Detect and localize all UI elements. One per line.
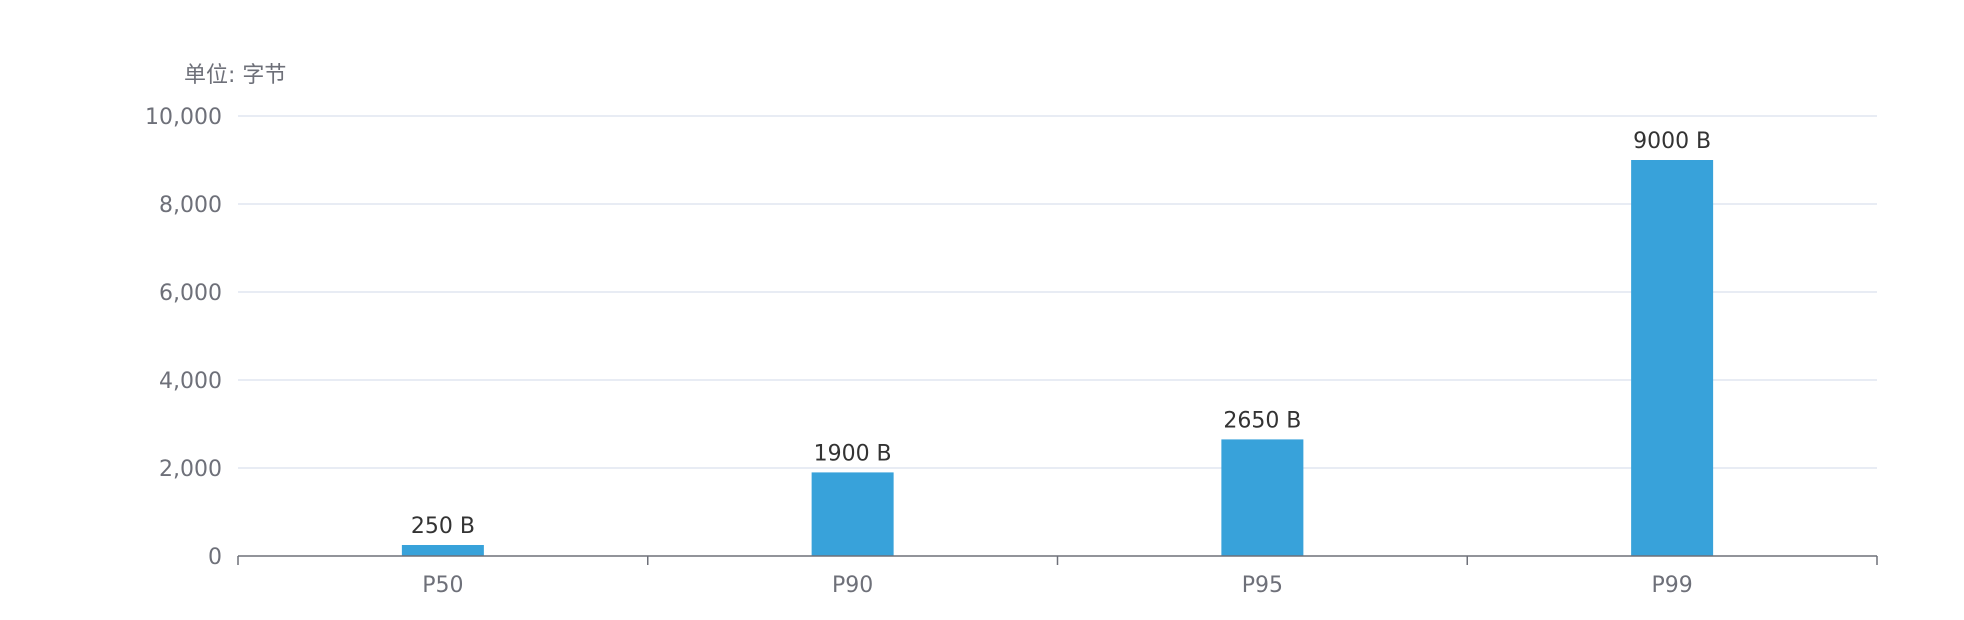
bar-p50 [401, 545, 484, 556]
data-label-p50: 250 B [411, 514, 475, 539]
x-axis-ticks: P50 P90 P95 P99 [422, 573, 1693, 598]
data-label-p95: 2650 B [1223, 408, 1301, 433]
y-tick-label: 8,000 [159, 193, 222, 218]
y-tick-label: 6,000 [159, 281, 222, 306]
x-axis [237, 555, 1878, 565]
x-tick-label: P50 [422, 573, 463, 598]
x-tick-label: P99 [1651, 573, 1692, 598]
y-tick-label: 10,000 [145, 105, 222, 130]
y-tick-label: 4,000 [159, 369, 222, 394]
x-tick-label: P95 [1242, 573, 1283, 598]
data-label-p99: 9000 B [1633, 129, 1711, 154]
bar-p90 [811, 472, 894, 556]
y-tick-label: 2,000 [159, 457, 222, 482]
bar-p99 [1631, 160, 1714, 556]
bar-data-labels: 250 B 1900 B 2650 B 9000 B [411, 129, 1711, 539]
grid-lines [238, 115, 1877, 469]
y-tick-label: 0 [208, 545, 222, 570]
data-label-p90: 1900 B [814, 441, 892, 466]
bar-series [401, 160, 1714, 556]
y-axis-unit-label: 单位: 字节 [184, 63, 286, 88]
x-tick-label: P90 [832, 573, 873, 598]
bar-p95 [1221, 439, 1304, 556]
y-axis-ticks: 0 2,000 4,000 6,000 8,000 10,000 [145, 105, 222, 570]
